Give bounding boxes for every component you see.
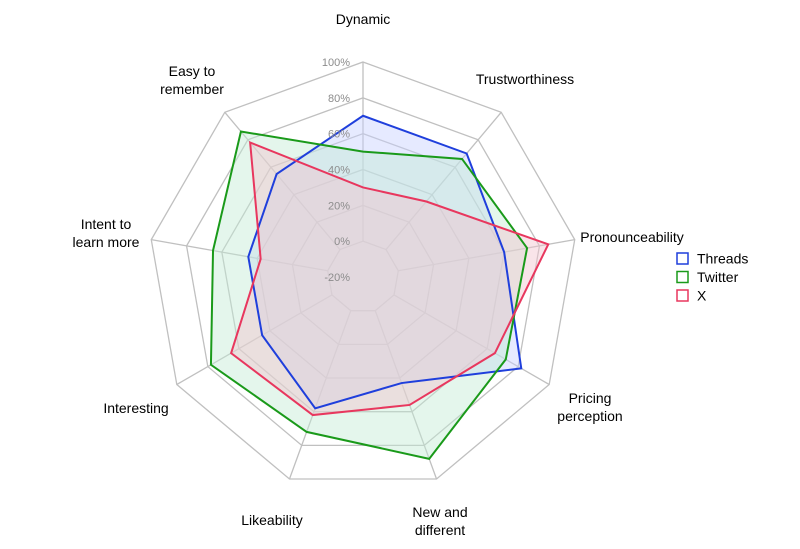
radial-tick-label: 0% — [334, 236, 350, 248]
legend-swatch — [676, 252, 689, 265]
axis-label: Easy to remember — [160, 63, 224, 97]
axis-spoke — [151, 239, 328, 272]
legend-swatch — [676, 270, 689, 284]
legend-label: X — [697, 288, 707, 304]
axis-spoke — [288, 310, 352, 480]
grid-ring — [291, 204, 435, 345]
axis-spoke — [224, 111, 341, 250]
grid-ring — [150, 61, 576, 480]
radial-tick-labels: -20% 0% 20% 40% 60% 80% 100% — [322, 57, 350, 284]
axis-spoke — [393, 294, 550, 386]
series-area-x — [231, 142, 549, 416]
axis-label: Pricing perception — [557, 390, 622, 424]
axis-label: Trustworthiness — [476, 71, 574, 87]
axis-label: Interesting — [103, 400, 168, 416]
axis-spoke — [374, 310, 438, 480]
axis-label: New and different — [412, 504, 467, 538]
grid-ring — [185, 97, 541, 447]
radial-tick-label: 20% — [328, 200, 350, 212]
grid-ring — [256, 168, 470, 379]
series-line-threads — [247, 114, 523, 410]
grid-ring — [327, 240, 399, 312]
axis-label: Intent to learn more — [73, 216, 140, 250]
series-layer — [209, 114, 550, 460]
grid-ring — [221, 132, 505, 413]
axis-label: Likeability — [241, 512, 302, 528]
grid — [150, 61, 576, 480]
legend-swatch — [676, 289, 689, 302]
radial-tick-label: 100% — [322, 57, 350, 69]
legend-label: Twitter — [697, 269, 739, 285]
axis-labels: Dynamic Trustworthiness Pronounceability Pr… — [73, 11, 684, 538]
series-area-threads — [248, 115, 522, 409]
series-line-twitter — [209, 130, 529, 460]
axis-spoke — [176, 294, 333, 386]
legend: Threads Twitter X — [676, 251, 748, 304]
series-line-x — [229, 140, 550, 417]
axis-label: Dynamic — [336, 11, 390, 27]
radial-tick-label: 40% — [328, 165, 350, 177]
axis-spoke — [398, 239, 575, 272]
radial-tick-label: 60% — [328, 129, 350, 141]
radial-tick-label: -20% — [324, 272, 350, 284]
legend-label: Threads — [697, 251, 748, 267]
axis-label: Pronounceability — [580, 229, 684, 245]
axis-spoke — [385, 111, 502, 250]
radial-tick-label: 80% — [328, 93, 350, 105]
